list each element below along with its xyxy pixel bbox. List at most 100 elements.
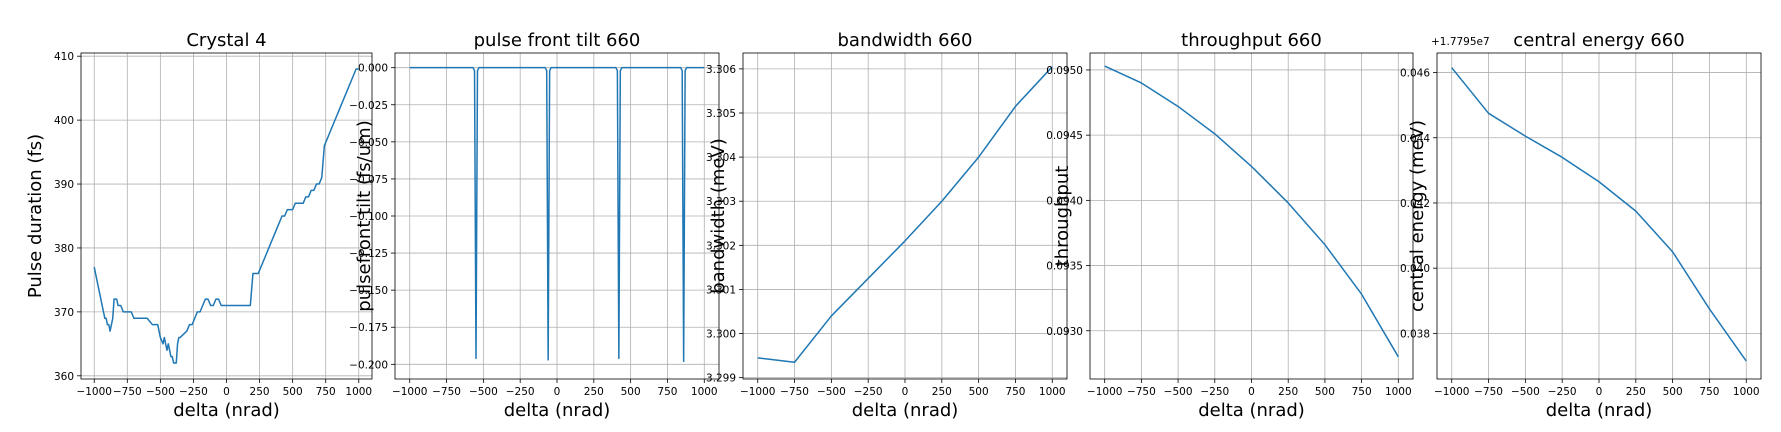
chart-title: Crystal 4 [186,30,266,51]
series-line [409,66,705,363]
x-tick-label: −500 [817,386,846,398]
x-tick-label: 0 [1248,386,1255,398]
x-tick-label: 500 [1663,386,1683,398]
x-tick-label: −750 [113,386,142,398]
x-tick-label: −250 [506,386,535,398]
x-tick-label: −250 [1200,386,1229,398]
y-tick-label: 0.046 [1400,68,1430,80]
x-tick-label: 0 [902,386,909,398]
x-tick-label: 250 [932,386,952,398]
x-tick-label: 750 [1352,386,1372,398]
x-tick-label: −1000 [392,386,428,398]
y-tick-label: 360 [54,371,74,383]
series-line [93,68,359,364]
x-tick-label: 1000 [1039,386,1066,398]
y-tick-label: −0.050 [349,137,388,149]
x-tick-label: 250 [584,386,604,398]
x-tick-label: 500 [283,386,303,398]
chart-title: throughput 660 [1181,30,1322,51]
y-axis-title: pulsefront tilt (fs/um) [354,120,375,311]
x-axis-title: delta (nrad) [1198,400,1305,421]
y-tick-label: 410 [54,51,74,63]
chart-panel-3: −1000 −750 −500 −250 0 250 500 750 1000 3.299 3.30… [706,30,1068,421]
y-tick-label: 0.044 [1400,133,1430,145]
x-tick-label: −750 [432,386,461,398]
x-tick-label: −500 [1164,386,1193,398]
x-tick-label: −1000 [76,386,112,398]
x-tick-label: 250 [1626,386,1646,398]
x-tick-label: 1000 [691,386,718,398]
chart-panel-1: −1000 −750 −500 −250 0 250 500 750 1000 360 370 380… [25,30,373,421]
x-tick-label: 750 [1699,386,1719,398]
y-tick-label: 390 [54,179,74,191]
axis-offset-label: +1.7795e7 [1431,36,1490,48]
x-tick-label: 0 [554,386,561,398]
x-tick-label: 0 [223,386,230,398]
y-tick-label: −0.125 [349,248,388,260]
y-tick-label: 3.304 [706,152,736,164]
y-tick-label: −0.175 [349,322,388,334]
x-tick-label: 1000 [1385,386,1412,398]
y-tick-label: 0.0945 [1046,130,1083,142]
x-tick-label: −250 [1548,386,1577,398]
chart-panel-4: −1000 −750 −500 −250 0 250 500 750 1000 0.0930 0.0… [1046,30,1414,421]
y-axis-title: Pulse duration (fs) [25,134,46,298]
y-tick-label: 0.038 [1400,328,1430,340]
y-tick-label: 3.300 [706,329,736,341]
y-tick-label: −0.100 [349,211,388,223]
y-tick-label: 3.303 [706,196,736,208]
y-tick-label: 370 [54,307,74,319]
x-tick-label: −250 [854,386,883,398]
x-axis-title: delta (nrad) [1546,400,1653,421]
y-tick-label: 0.000 [358,63,388,75]
y-tick-label: 400 [54,115,74,127]
x-tick-label: −500 [1511,386,1540,398]
x-tick-label: 1000 [1733,386,1760,398]
x-tick-label: −1000 [1434,386,1470,398]
y-tick-label: 3.301 [706,284,736,296]
y-axis-title: central energy (meV) [1407,120,1428,312]
x-tick-label: 500 [621,386,641,398]
x-axis-title: delta (nrad) [173,400,280,421]
y-tick-label: −0.200 [349,359,388,371]
x-tick-label: −1000 [1087,386,1123,398]
y-tick-label: 0.0940 [1046,195,1083,207]
x-tick-label: 750 [657,386,677,398]
x-tick-label: 750 [1005,386,1025,398]
y-tick-label: 0.042 [1400,198,1430,210]
x-tick-label: 750 [316,386,336,398]
y-tick-label: 3.302 [706,240,736,252]
y-tick-label: −0.025 [349,100,388,112]
x-tick-label: 500 [969,386,989,398]
y-tick-label: 0.0935 [1046,261,1083,273]
x-tick-label: −750 [1474,386,1503,398]
chart-panel-5: −1000 −750 −500 −250 0 250 500 750 1000 0.038 0.04… [1400,30,1762,421]
x-tick-label: 1000 [345,386,372,398]
y-axis-title: bandwidth (meV) [708,138,729,294]
x-tick-label: −250 [179,386,208,398]
x-tick-label: −750 [1127,386,1156,398]
y-tick-label: 3.305 [706,108,736,120]
y-tick-label: 0.0930 [1046,326,1083,338]
y-tick-label: −0.075 [349,174,388,186]
y-tick-label: 3.299 [706,373,736,385]
x-tick-label: −750 [780,386,809,398]
x-tick-label: 250 [250,386,270,398]
y-tick-label: 380 [54,243,74,255]
x-tick-label: 250 [1278,386,1298,398]
chart-title: bandwidth 660 [838,30,973,51]
series-line [1451,67,1747,362]
x-tick-label: 500 [1315,386,1335,398]
y-axis-title: throughput [1052,166,1073,267]
x-tick-label: −1000 [740,386,776,398]
x-tick-label: 0 [1596,386,1603,398]
y-tick-label: 3.306 [706,64,736,76]
y-tick-label: 0.040 [1400,263,1430,275]
y-tick-label: 0.0950 [1046,65,1083,77]
x-tick-label: −500 [469,386,498,398]
chart-panel-2: −1000 −750 −500 −250 0 250 500 750 1000 0.000 −0.0… [349,30,720,421]
series-line [757,66,1053,363]
x-axis-title: delta (nrad) [852,400,959,421]
y-tick-label: −0.150 [349,285,388,297]
